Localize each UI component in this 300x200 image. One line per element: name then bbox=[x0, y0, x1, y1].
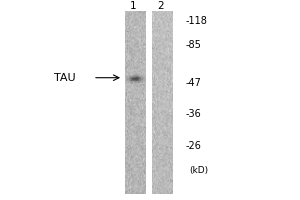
Text: 1: 1 bbox=[130, 1, 137, 11]
Text: 2: 2 bbox=[157, 1, 164, 11]
Text: -47: -47 bbox=[186, 78, 202, 88]
Text: -26: -26 bbox=[186, 141, 202, 151]
Text: -36: -36 bbox=[186, 109, 202, 119]
Text: -118: -118 bbox=[186, 16, 208, 26]
Text: -85: -85 bbox=[186, 40, 202, 50]
Text: (kD): (kD) bbox=[189, 166, 208, 175]
Text: TAU: TAU bbox=[54, 73, 76, 83]
